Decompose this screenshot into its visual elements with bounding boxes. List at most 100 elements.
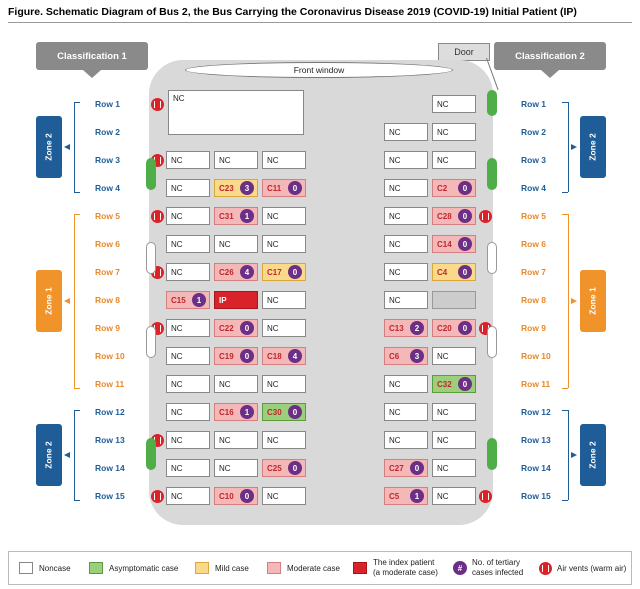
tertiary-count-badge: 1 bbox=[410, 489, 424, 503]
seat-label: C14 bbox=[437, 239, 452, 249]
row-label-left: Row 13 bbox=[95, 435, 125, 445]
zone-bracket-left bbox=[74, 410, 80, 411]
seat-label: C25 bbox=[267, 463, 282, 473]
row-label-right: Row 8 bbox=[521, 295, 547, 305]
row-label-right: Row 9 bbox=[521, 323, 547, 333]
seat: NC bbox=[262, 235, 306, 253]
zone-bracket-right bbox=[568, 410, 569, 500]
tertiary-count-badge: 0 bbox=[240, 489, 254, 503]
seat: C16 1 bbox=[214, 403, 258, 421]
zone-marker-left: Zone 1 bbox=[36, 270, 62, 332]
legend-moderate: Moderate case bbox=[267, 552, 340, 584]
seat: C32 0 bbox=[432, 375, 476, 393]
tertiary-count-badge: 0 bbox=[458, 265, 472, 279]
tertiary-count-badge: 1 bbox=[240, 209, 254, 223]
door-label: Door bbox=[438, 43, 490, 61]
classification-2-pointer bbox=[541, 70, 559, 78]
classification-1-pointer bbox=[83, 70, 101, 78]
legend-index-swatch bbox=[353, 562, 367, 574]
seat-label: NC bbox=[219, 239, 231, 249]
tertiary-count-badge: 2 bbox=[410, 321, 424, 335]
seat-label: NC bbox=[267, 155, 279, 165]
seat-label: NC bbox=[171, 267, 183, 277]
seat: C22 0 bbox=[214, 319, 258, 337]
tertiary-count-badge: 0 bbox=[288, 265, 302, 279]
tertiary-count-badge: 0 bbox=[458, 237, 472, 251]
seat: NC bbox=[384, 151, 428, 169]
seat: C28 0 bbox=[432, 207, 476, 225]
seat: C5 1 bbox=[384, 487, 428, 505]
zone-bracket-left bbox=[74, 214, 80, 215]
row-label-right: Row 11 bbox=[521, 379, 551, 389]
seat: C15 1 bbox=[166, 291, 210, 309]
legend-asym: Asymptomatic case bbox=[89, 552, 178, 584]
seat: C10 0 bbox=[214, 487, 258, 505]
seat: C23 3 bbox=[214, 179, 258, 197]
seat-label: NC bbox=[171, 379, 183, 389]
zone-marker-left-label: Zone 1 bbox=[44, 287, 54, 315]
row-label-right: Row 1 bbox=[521, 99, 547, 109]
vent-icon bbox=[151, 98, 164, 111]
title-rule bbox=[8, 22, 632, 23]
seat-label: NC bbox=[171, 351, 183, 361]
seat-label: NC bbox=[171, 183, 183, 193]
seat-label: C28 bbox=[437, 211, 452, 221]
legend-noncase-label: Noncase bbox=[39, 563, 71, 573]
seat-label: C11 bbox=[267, 183, 282, 193]
window-open bbox=[487, 438, 497, 470]
seat: NC bbox=[432, 347, 476, 365]
seat-label: NC bbox=[267, 435, 279, 445]
seat-label: C31 bbox=[219, 211, 234, 221]
seat: NC bbox=[214, 431, 258, 449]
seat: C25 0 bbox=[262, 459, 306, 477]
zone-marker-right-label: Zone 2 bbox=[588, 133, 598, 161]
legend-vents: Air vents (warm air) bbox=[539, 552, 626, 584]
legend-index: The index patient (a moderate case) bbox=[353, 552, 438, 584]
row-label-right: Row 12 bbox=[521, 407, 551, 417]
seat: C11 0 bbox=[262, 179, 306, 197]
zone-marker-left: Zone 2 bbox=[36, 424, 62, 486]
seat: NC bbox=[432, 459, 476, 477]
seat-label: NC bbox=[171, 323, 183, 333]
seat: C14 0 bbox=[432, 235, 476, 253]
seat-label: C16 bbox=[219, 407, 234, 417]
seat-label: NC bbox=[389, 267, 401, 277]
seat-label: NC bbox=[267, 239, 279, 249]
seat: NC bbox=[166, 403, 210, 421]
seat: NC bbox=[384, 403, 428, 421]
seat: NC bbox=[384, 235, 428, 253]
zone-bracket-left bbox=[74, 500, 80, 501]
vent-icon bbox=[151, 210, 164, 223]
zone-bracket-right bbox=[562, 214, 568, 215]
seat-label: C13 bbox=[389, 323, 404, 333]
legend-index-line2: (a moderate case) bbox=[373, 568, 438, 577]
zone-bracket-right bbox=[568, 214, 569, 388]
seat: NC bbox=[214, 151, 258, 169]
legend-index-line1: The index patient bbox=[373, 558, 435, 567]
row-label-right: Row 2 bbox=[521, 127, 547, 137]
seat: NC bbox=[166, 487, 210, 505]
row-label-right: Row 3 bbox=[521, 155, 547, 165]
seat: C2 0 bbox=[432, 179, 476, 197]
seat: C27 0 bbox=[384, 459, 428, 477]
seat: NC bbox=[166, 459, 210, 477]
seat-label: NC bbox=[219, 155, 231, 165]
zone-bracket-left bbox=[74, 192, 80, 193]
seat: NC bbox=[432, 487, 476, 505]
seat-label: NC bbox=[267, 295, 279, 305]
legend-mild-label: Mild case bbox=[215, 563, 249, 573]
seat-label: NC bbox=[171, 239, 183, 249]
window-closed bbox=[146, 326, 156, 358]
seat: NC bbox=[214, 235, 258, 253]
window-open bbox=[146, 158, 156, 190]
vent-icon bbox=[479, 490, 492, 503]
seat-label: NC bbox=[389, 127, 401, 137]
zone-marker-right-label: Zone 2 bbox=[588, 441, 598, 469]
legend-badge: # No. of tertiary cases infected bbox=[453, 552, 523, 584]
seat: C20 0 bbox=[432, 319, 476, 337]
seat: NC bbox=[166, 347, 210, 365]
seat-label: C26 bbox=[219, 267, 234, 277]
seat: NC bbox=[432, 95, 476, 113]
seat: NC bbox=[384, 375, 428, 393]
seat: NC bbox=[262, 375, 306, 393]
